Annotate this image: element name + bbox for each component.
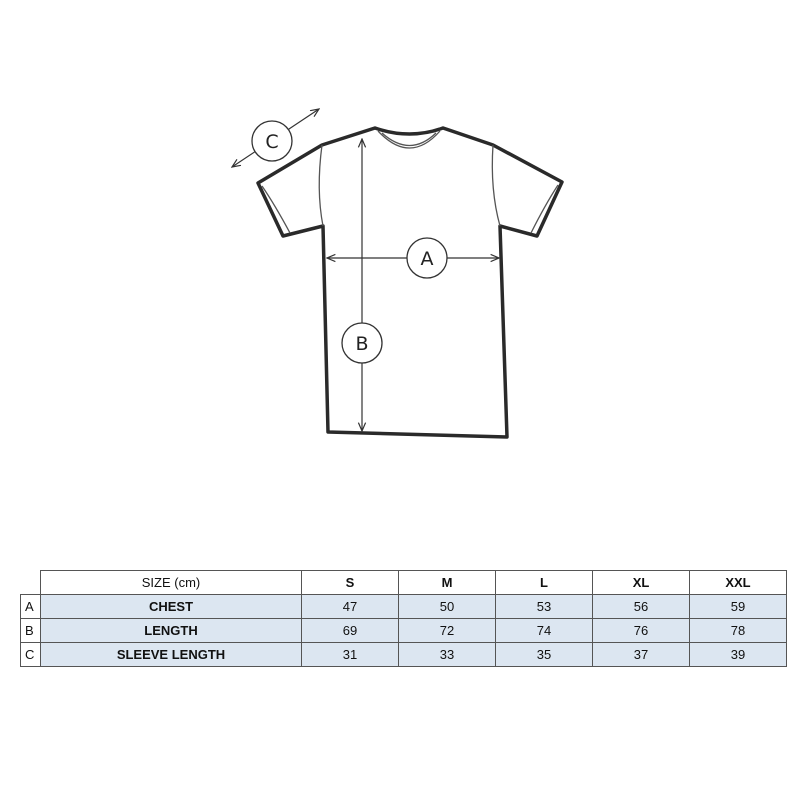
cell: 59: [689, 594, 787, 619]
row-key: C: [20, 642, 41, 667]
row-name: LENGTH: [40, 618, 302, 643]
empty-corner: [20, 570, 41, 595]
table-row: A CHEST 47 50 53 56 59: [20, 594, 787, 619]
cell: 50: [398, 594, 496, 619]
size-table: SIZE (cm) S M L XL XXL A CHEST 47 50 53 …: [20, 570, 787, 667]
row-key: B: [20, 618, 41, 643]
label-circle-a: A: [406, 237, 448, 279]
cell: 76: [592, 618, 690, 643]
cell: 37: [592, 642, 690, 667]
tshirt-outline: [256, 126, 564, 439]
label-circle-c: C: [251, 120, 293, 162]
cell: 47: [301, 594, 399, 619]
header-size: S: [301, 570, 399, 595]
cell: 78: [689, 618, 787, 643]
row-name: CHEST: [40, 594, 302, 619]
header-size: M: [398, 570, 496, 595]
cell: 39: [689, 642, 787, 667]
label-circle-b: B: [341, 322, 383, 364]
header-size: XXL: [689, 570, 787, 595]
table-header-row: SIZE (cm) S M L XL XXL: [20, 570, 787, 595]
cell: 69: [301, 618, 399, 643]
label-b: B: [355, 333, 368, 355]
tshirt-seams: [261, 130, 559, 234]
row-name: SLEEVE LENGTH: [40, 642, 302, 667]
table-row: C SLEEVE LENGTH 31 33 35 37 39: [20, 642, 787, 667]
label-c: C: [265, 131, 278, 153]
cell: 74: [495, 618, 593, 643]
cell: 35: [495, 642, 593, 667]
header-size-label: SIZE (cm): [40, 570, 302, 595]
row-key: A: [20, 594, 41, 619]
label-a: A: [421, 248, 434, 270]
cell: 33: [398, 642, 496, 667]
cell: 53: [495, 594, 593, 619]
cell: 56: [592, 594, 690, 619]
tshirt-diagram: C A B: [0, 0, 564, 439]
header-size: L: [495, 570, 593, 595]
cell: 72: [398, 618, 496, 643]
table-row: B LENGTH 69 72 74 76 78: [20, 618, 787, 643]
cell: 31: [301, 642, 399, 667]
header-size: XL: [592, 570, 690, 595]
